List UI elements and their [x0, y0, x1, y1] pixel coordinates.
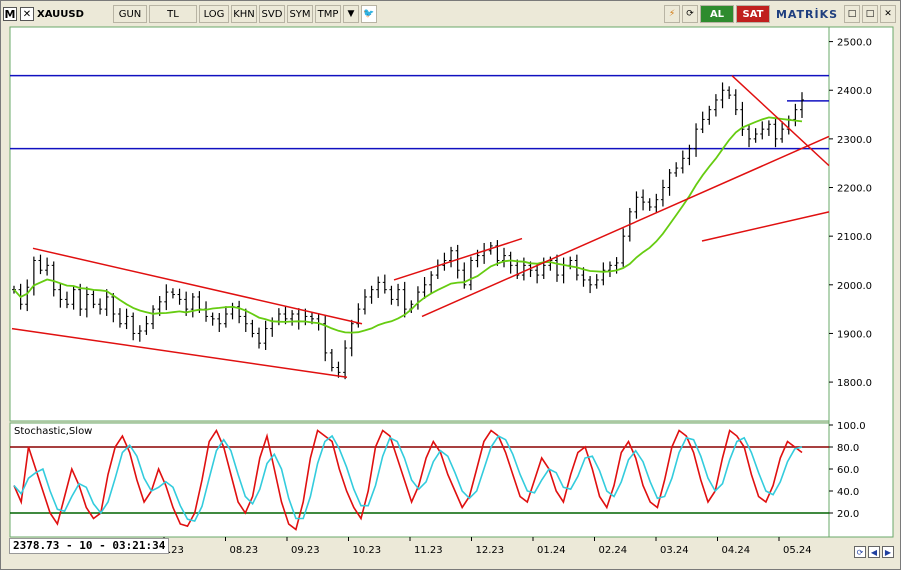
- sell-button[interactable]: SAT: [736, 5, 770, 23]
- dropdown-icon[interactable]: ▼: [343, 5, 359, 23]
- brand-logo: MATRİKS: [772, 5, 842, 23]
- buy-button[interactable]: AL: [700, 5, 734, 23]
- x-tick-label: 11.23: [414, 545, 443, 556]
- log-button[interactable]: LOG: [199, 5, 229, 23]
- trendline: [11, 327, 348, 378]
- stochastic-title: Stochastic,Slow: [14, 426, 92, 437]
- tmp-button[interactable]: TMP: [315, 5, 341, 23]
- close-chart-button[interactable]: ✕: [20, 7, 34, 21]
- stoch-y-tick-label: 40.0: [837, 487, 859, 498]
- x-tick-label: 04.24: [722, 545, 751, 556]
- y-tick-label: 2400.0: [837, 86, 872, 97]
- trendline: [393, 237, 523, 281]
- trendline: [32, 247, 363, 325]
- scroll-right-icon[interactable]: ▶: [882, 546, 894, 558]
- x-tick-label: 02.24: [599, 545, 628, 556]
- y-tick-label: 2500.0: [837, 38, 872, 49]
- moving-average-line: [13, 116, 803, 334]
- x-tick-label: 01.24: [537, 545, 566, 556]
- currency-button[interactable]: TL: [149, 5, 197, 23]
- toolbar: M ✕ XAUUSD GUN TL LOG KHN SVD SYM TMP ▼ …: [3, 3, 898, 25]
- maximize-icon[interactable]: □: [862, 5, 878, 23]
- cursor-readout: 2378.73 - 10 - 03:21:34: [9, 538, 170, 554]
- price-chart[interactable]: 1800.0 1900.0 2000.0 2100.0 2200.0 2300.0 2400…: [2, 25, 900, 565]
- stochastic-d-line: [13, 434, 803, 523]
- lightning-icon[interactable]: ⚡: [664, 5, 680, 23]
- chart-navigation: ⟳ ◀ ▶: [852, 546, 894, 558]
- stoch-y-tick-label: 80.0: [837, 443, 859, 454]
- x-tick-label: 05.24: [783, 545, 812, 556]
- y-tick-label: 2100.0: [837, 232, 872, 243]
- stoch-y-tick-label: 20.0: [837, 509, 859, 520]
- y-tick-label: 1900.0: [837, 329, 872, 340]
- x-tick-label: 03.24: [660, 545, 689, 556]
- x-tick-label: .23: [168, 545, 184, 556]
- twitter-icon[interactable]: 🐦: [361, 5, 377, 23]
- period-button[interactable]: GUN: [113, 5, 147, 23]
- x-tick-label: 08.23: [230, 545, 259, 556]
- sym-button[interactable]: SYM: [287, 5, 313, 23]
- symbol-label[interactable]: XAUUSD: [37, 8, 84, 20]
- minimize-icon[interactable]: □: [844, 5, 860, 23]
- trendline: [421, 135, 830, 318]
- y-tick-label: 1800.0: [837, 378, 872, 389]
- y-tick-label: 2300.0: [837, 135, 872, 146]
- stoch-y-tick-label: 60.0: [837, 465, 859, 476]
- x-tick-label: 12.23: [476, 545, 505, 556]
- y-tick-label: 2200.0: [837, 184, 872, 195]
- scroll-left-icon[interactable]: ◀: [868, 546, 880, 558]
- khn-button[interactable]: KHN: [231, 5, 257, 23]
- stochastic-k-line: [13, 428, 803, 531]
- y-tick-label: 2000.0: [837, 281, 872, 292]
- x-tick-label: 09.23: [291, 545, 320, 556]
- refresh-icon[interactable]: ⟳: [682, 5, 698, 23]
- trendline: [701, 211, 830, 242]
- x-tick-label: 10.23: [353, 545, 382, 556]
- trendline: [731, 75, 830, 167]
- price-axis: [828, 26, 894, 538]
- window-close-icon[interactable]: ✕: [880, 5, 896, 23]
- sync-icon[interactable]: ⟳: [854, 546, 866, 558]
- app-logo: M: [3, 7, 17, 21]
- stoch-y-tick-label: 100.0: [837, 421, 866, 432]
- price-panel: [9, 26, 830, 422]
- svd-button[interactable]: SVD: [259, 5, 285, 23]
